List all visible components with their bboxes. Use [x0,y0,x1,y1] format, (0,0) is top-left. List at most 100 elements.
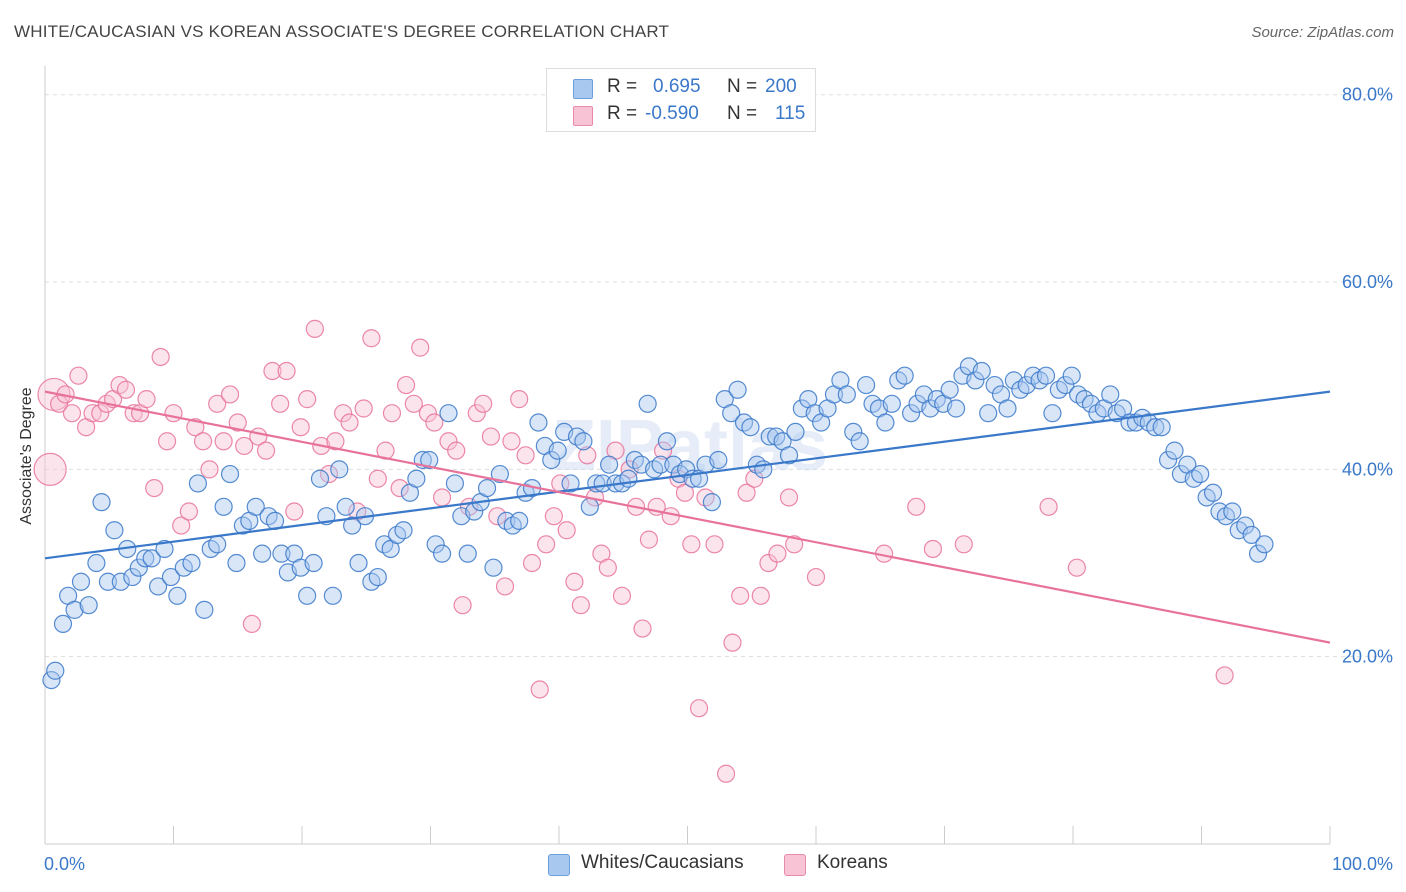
data-point [305,319,324,338]
data-point [33,452,67,486]
data-point [620,460,639,479]
data-point [1152,418,1171,437]
data-point [304,553,323,573]
data-point [474,394,493,413]
bottom-legend-label: Koreans [817,852,888,873]
data-point [1191,464,1210,484]
data-point [537,535,556,554]
data-point [1056,375,1075,395]
data-point [136,549,155,568]
data-point [728,380,747,399]
data-point [425,413,444,432]
legend-row-whites: R = 0.695 N = 200 [547,73,815,101]
legend-n-label: N = [727,103,758,124]
data-point [510,390,529,409]
data-point [946,399,966,418]
data-point [390,478,409,498]
data-point [214,497,233,516]
data-point [179,502,199,521]
data-point [271,394,290,413]
data-point [723,633,742,652]
data-point [574,432,593,451]
data-point [844,422,863,442]
data-point [467,404,486,423]
data-point [362,329,381,348]
data-point [510,511,529,530]
trend-line-whites [44,390,1331,560]
data-point [432,488,452,507]
bottom-legend-swatch-koreans [784,854,806,876]
data-point [148,577,168,596]
data-point [447,441,466,460]
data-point [228,413,247,432]
data-point [633,619,652,638]
data-point [79,596,98,615]
data-point [330,460,349,479]
data-point [319,464,339,484]
trend-line-koreans [44,390,1331,644]
data-point [253,544,272,563]
data-point [382,404,402,423]
data-point [682,535,701,554]
data-point [571,596,590,615]
data-point [966,371,985,390]
legend-r-label: R = [607,103,638,124]
data-point [193,432,213,451]
data-point [91,404,110,423]
data-point [1215,666,1234,685]
data-point [220,385,240,404]
grid-lines [45,94,1392,658]
data-point [675,483,695,502]
data-point [334,404,353,423]
data-point [71,572,91,591]
data-point [954,535,973,554]
data-point [544,507,563,526]
data-point [779,446,799,465]
data-point [458,544,477,563]
data-point [481,427,500,446]
data-point [291,418,310,437]
data-point [1158,450,1178,470]
legend-n-value: 115 [775,103,806,124]
data-point [145,478,164,498]
data-point [639,530,659,549]
data-point [785,535,804,554]
series-whites-points [42,357,1274,690]
legend-r-label: R = [607,76,638,97]
data-point [806,567,826,587]
data-point [323,586,342,605]
data-point [850,432,869,451]
data-point [1062,366,1081,385]
data-point [62,404,82,423]
data-point [1223,502,1242,521]
x-tick-label: 0.0% [44,854,85,874]
data-point [46,661,65,680]
y-tick-label: 80.0% [1342,85,1393,105]
data-point [593,474,612,493]
data-point [578,446,597,465]
data-point [653,441,673,460]
data-point [168,586,187,605]
data-point [709,450,728,470]
data-point [484,558,503,577]
data-point [310,469,330,488]
data-point [786,422,805,442]
data-point [1067,558,1086,577]
data-point [142,549,161,568]
data-point [1255,535,1274,554]
data-point [661,507,680,526]
data-point [1101,385,1120,404]
data-point [1039,497,1058,516]
data-point [92,493,111,512]
data-point [502,432,521,451]
data-point [188,474,208,493]
data-point [235,436,254,456]
data-point [263,361,282,381]
data-point [453,596,472,615]
data-point [882,394,901,413]
data-point [985,375,1004,395]
data-point [741,418,760,437]
data-point [779,488,799,507]
data-point [214,432,233,451]
data-point [285,502,304,521]
